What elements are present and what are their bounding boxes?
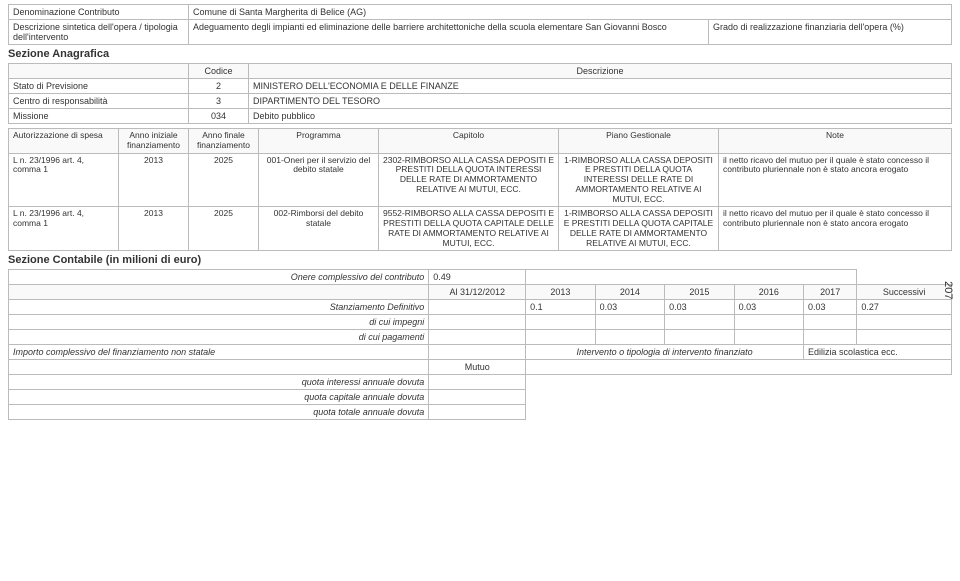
- cell-init: 2013: [119, 153, 189, 207]
- row-code: 3: [189, 94, 249, 109]
- q-tot-label: quota totale annuale dovuta: [9, 405, 429, 420]
- row-desc: MINISTERO DELL'ECONOMIA E DELLE FINANZE: [249, 79, 952, 94]
- cell-prog: 001-Oneri per il servizio del debito sta…: [259, 153, 379, 207]
- cell-fin: 2025: [189, 207, 259, 251]
- impegni-label: di cui impegni: [9, 315, 429, 330]
- cell-note: il netto ricavo del mutuo per il quale è…: [719, 153, 952, 207]
- q-int-label: quota interessi annuale dovuta: [9, 375, 429, 390]
- cell-init: 2013: [119, 207, 189, 251]
- grado-label: Grado di realizzazione finanziaria dell'…: [713, 22, 904, 32]
- hdr-capitolo: Capitolo: [379, 129, 559, 154]
- cell-auth: L n. 23/1996 art. 4, comma 1: [9, 207, 119, 251]
- denom-value: Comune di Santa Margherita di Belice (AG…: [189, 5, 952, 20]
- hdr-y1: 2013: [526, 285, 595, 300]
- codice-header: Codice: [189, 64, 249, 79]
- page-number: 207: [942, 281, 954, 299]
- stanz-y2: 0.03: [595, 300, 664, 315]
- row-code: 034: [189, 109, 249, 124]
- onere-label: Onere complessivo del contributo: [9, 270, 429, 285]
- row-label: Missione: [9, 109, 189, 124]
- anagrafica-title: Sezione Anagrafica: [8, 45, 952, 63]
- cell-cap: 2302-RIMBORSO ALLA CASSA DEPOSITI E PRES…: [379, 153, 559, 207]
- row-desc: Debito pubblico: [249, 109, 952, 124]
- descr-header: Descrizione: [249, 64, 952, 79]
- cell-fin: 2025: [189, 153, 259, 207]
- intervento-value: Edilizia scolastica ecc.: [804, 345, 952, 360]
- cell-prog: 002-Rimborsi del debito statale: [259, 207, 379, 251]
- pagamenti-label: di cui pagamenti: [9, 330, 429, 345]
- stanz-y4: 0.03: [734, 300, 803, 315]
- contabile-table: Onere complessivo del contributo 0.49 Al…: [8, 269, 952, 420]
- desc-label: Descrizione sintetica dell'opera / tipol…: [9, 20, 189, 45]
- cell-auth: L n. 23/1996 art. 4, comma 1: [9, 153, 119, 207]
- stanz-y1: 0.1: [526, 300, 595, 315]
- cell-piano: 1-RIMBORSO ALLA CASSA DEPOSITI E PRESTIT…: [559, 153, 719, 207]
- hdr-y4: 2016: [734, 285, 803, 300]
- mutuo-label: Mutuo: [429, 360, 526, 375]
- cell-piano: 1-RIMBORSO ALLA CASSA DEPOSITI E PRESTIT…: [559, 207, 719, 251]
- blank-cell: [9, 64, 189, 79]
- denom-label: Denominazione Contributo: [9, 5, 189, 20]
- hdr-programma: Programma: [259, 129, 379, 154]
- table-row: L n. 23/1996 art. 4, comma 1 2013 2025 0…: [9, 207, 952, 251]
- table-row: Stato di Previsione 2 MINISTERO DELL'ECO…: [9, 79, 952, 94]
- cell-cap: 9552-RIMBORSO ALLA CASSA DEPOSITI E PRES…: [379, 207, 559, 251]
- stanz-label: Stanziamento Definitivo: [9, 300, 429, 315]
- row-code: 2: [189, 79, 249, 94]
- hdr-y5: 2017: [804, 285, 857, 300]
- table-row: Missione 034 Debito pubblico: [9, 109, 952, 124]
- hdr-auth: Autorizzazione di spesa: [9, 129, 119, 154]
- q-cap-label: quota capitale annuale dovuta: [9, 390, 429, 405]
- row-desc: DIPARTIMENTO DEL TESORO: [249, 94, 952, 109]
- hdr-y3: 2015: [665, 285, 734, 300]
- hdr-piano: Piano Gestionale: [559, 129, 719, 154]
- stanz-al: [429, 300, 526, 315]
- row-label: Centro di responsabilità: [9, 94, 189, 109]
- hdr-note: Note: [719, 129, 952, 154]
- onere-value: 0.49: [429, 270, 526, 285]
- hdr-y2: 2014: [595, 285, 664, 300]
- stanz-y3: 0.03: [665, 300, 734, 315]
- stanz-y5: 0.03: [804, 300, 857, 315]
- hdr-succ: Successivi: [857, 285, 952, 300]
- table-row: Centro di responsabilità 3 DIPARTIMENTO …: [9, 94, 952, 109]
- row-label: Stato di Previsione: [9, 79, 189, 94]
- stanz-succ: 0.27: [857, 300, 952, 315]
- hdr-al: Al 31/12/2012: [429, 285, 526, 300]
- intervento-label: Intervento o tipologia di intervento fin…: [526, 345, 804, 360]
- hdr-anno-init: Anno iniziale finanziamento: [119, 129, 189, 154]
- importo-label: Importo complessivo del finanziamento no…: [9, 345, 429, 360]
- table-row: L n. 23/1996 art. 4, comma 1 2013 2025 0…: [9, 153, 952, 207]
- anagrafica-table: Codice Descrizione Stato di Previsione 2…: [8, 63, 952, 124]
- spesa-table: Autorizzazione di spesa Anno iniziale fi…: [8, 128, 952, 251]
- contabile-title: Sezione Contabile (in milioni di euro): [8, 251, 952, 269]
- grado-cell: Grado di realizzazione finanziaria dell'…: [709, 20, 952, 45]
- header-table: Denominazione Contributo Comune di Santa…: [8, 4, 952, 45]
- cell-note: il netto ricavo del mutuo per il quale è…: [719, 207, 952, 251]
- hdr-anno-fin: Anno finale finanziamento: [189, 129, 259, 154]
- desc-value: Adeguamento degli impianti ed eliminazio…: [189, 20, 709, 45]
